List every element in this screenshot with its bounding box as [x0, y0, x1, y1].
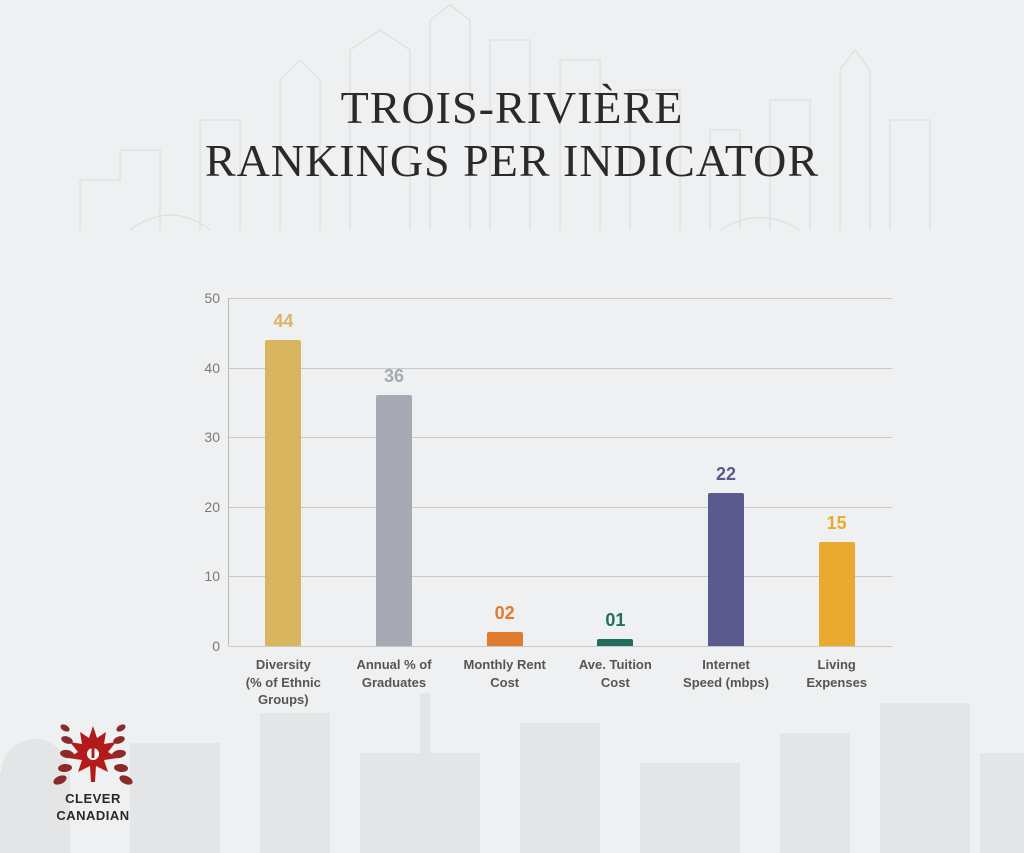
- bar-value-label: 15: [827, 513, 847, 534]
- x-axis-category-label: LivingExpenses: [781, 656, 892, 709]
- bar-slot: 02: [449, 298, 560, 646]
- chart-title: TROIS-RIVIÈRE RANKINGS PER INDICATOR: [0, 0, 1024, 188]
- y-axis-tick-label: 40: [180, 360, 220, 376]
- bar-slot: 22: [671, 298, 782, 646]
- logo-text-2: CANADIAN: [38, 809, 148, 823]
- bar: [597, 639, 633, 646]
- y-axis-tick-label: 50: [180, 290, 220, 306]
- bar-value-label: 01: [605, 610, 625, 631]
- bar-value-label: 02: [495, 603, 515, 624]
- x-axis-category-label: Diversity(% of Ethnic Groups): [228, 656, 339, 709]
- gridline: [229, 646, 892, 647]
- x-axis-category-label: Annual % ofGraduates: [339, 656, 450, 709]
- bar-slot: 01: [560, 298, 671, 646]
- title-line-2: RANKINGS PER INDICATOR: [0, 135, 1024, 188]
- y-axis-tick-label: 20: [180, 499, 220, 515]
- bar: [376, 395, 412, 646]
- y-axis-tick-label: 0: [180, 638, 220, 654]
- maple-leaf-icon: [66, 724, 120, 784]
- bar: [487, 632, 523, 646]
- y-axis-tick-label: 10: [180, 568, 220, 584]
- bar-slot: 15: [781, 298, 892, 646]
- bar-value-label: 44: [273, 311, 293, 332]
- bar: [708, 493, 744, 646]
- bar-slot: 44: [228, 298, 339, 646]
- brand-logo: CLEVER CANADIAN: [38, 718, 148, 823]
- bar-value-label: 22: [716, 464, 736, 485]
- x-axis-category-label: Ave. TuitionCost: [560, 656, 671, 709]
- bar-slot: 36: [339, 298, 450, 646]
- bar-chart: 44 36 02 01 22 15 Diversity(% of Ethnic Group…: [172, 298, 892, 718]
- x-axis-category-label: Monthly RentCost: [449, 656, 560, 709]
- title-line-1: TROIS-RIVIÈRE: [0, 82, 1024, 135]
- y-axis-tick-label: 30: [180, 429, 220, 445]
- bar: [265, 340, 301, 646]
- x-axis-category-label: InternetSpeed (mbps): [671, 656, 782, 709]
- logo-text-1: CLEVER: [38, 792, 148, 806]
- bar-value-label: 36: [384, 366, 404, 387]
- bar: [819, 542, 855, 646]
